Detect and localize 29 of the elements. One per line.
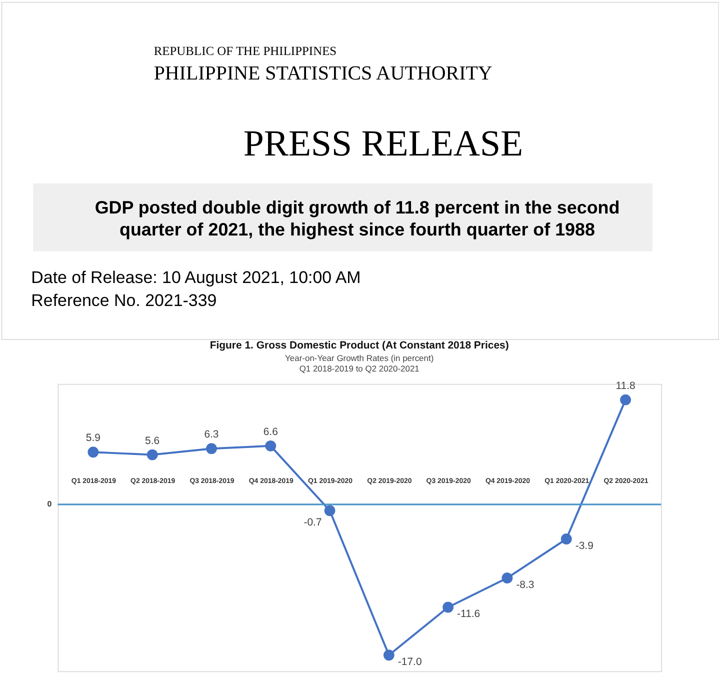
text: Reference No. 2021-339 <box>31 291 217 310</box>
text: PHILIPPINE STATISTICS AUTHORITY <box>154 62 492 85</box>
point <box>88 446 99 458</box>
text: Date of Release: 10 August 2021, 10:00 AM <box>31 268 361 288</box>
data-label: 6.3 <box>204 430 219 441</box>
point <box>620 394 631 406</box>
ref-line-label: 0 <box>47 499 52 508</box>
point <box>324 505 336 516</box>
point <box>502 572 513 584</box>
point <box>442 602 454 613</box>
point <box>383 650 394 661</box>
point <box>146 449 158 460</box>
point <box>560 534 572 544</box>
chart-title: Figure 1. Gross Domestic Product (At Constant 2018 Prices) <box>210 340 509 352</box>
data-label: -3.9 <box>575 540 594 552</box>
chart-subtitle: Year-on-Year Growth Rates (in percent) Q1 2018-2019 to Q2 2020-2021 <box>285 352 434 374</box>
data-label: -8.3 <box>516 580 534 591</box>
data-label: 5.6 <box>145 436 160 447</box>
data-label: -17.0 <box>398 657 422 668</box>
text: PRESS RELEASE <box>243 122 524 164</box>
point <box>206 443 217 454</box>
data-label: -11.6 <box>457 609 480 620</box>
data-label: 5.9 <box>86 433 101 444</box>
data-label: 11.8 <box>616 380 636 392</box>
point <box>265 440 276 452</box>
text: GDP posted double digit growth of 11.8 percent in the second quarter of 2021, the highest since fourth quarter of 1988 <box>94 197 620 240</box>
data-label: 6.6 <box>263 426 278 438</box>
text: REPUBLIC OF THE PHILIPPINES <box>154 44 337 58</box>
data-label: -0.7 <box>304 518 322 529</box>
